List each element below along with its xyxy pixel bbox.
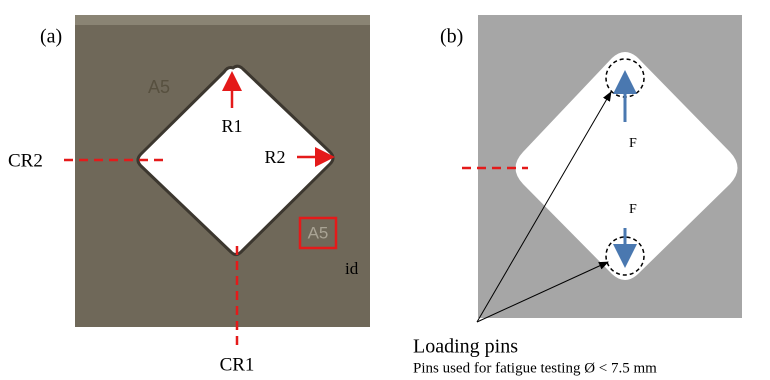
cr2-label: CR2 — [8, 150, 43, 171]
id-label: id — [345, 259, 359, 278]
r1-label: R1 — [221, 116, 242, 136]
engraving: A5 — [148, 77, 170, 97]
panel-a: A5 A5 id R1 R2 CR2 CR1 (a) — [8, 15, 370, 375]
plate-edge — [75, 15, 370, 25]
figure: A5 A5 id R1 R2 CR2 CR1 (a) F F Loading p… — [0, 0, 770, 380]
r2-label: R2 — [264, 147, 285, 167]
caption-note: Pins used for fatigue testing Ø < 7.5 mm — [413, 360, 657, 376]
caption-title: Loading pins — [413, 336, 518, 358]
panel-label: (b) — [440, 26, 463, 48]
marked-id: A5 — [308, 223, 329, 242]
force-label: F — [629, 202, 637, 217]
force-label: F — [629, 136, 637, 151]
cr1-label: CR1 — [220, 354, 255, 375]
panel-b: F F Loading pins Pins used for fatigue t… — [413, 15, 742, 376]
panel-label: (a) — [40, 26, 62, 48]
